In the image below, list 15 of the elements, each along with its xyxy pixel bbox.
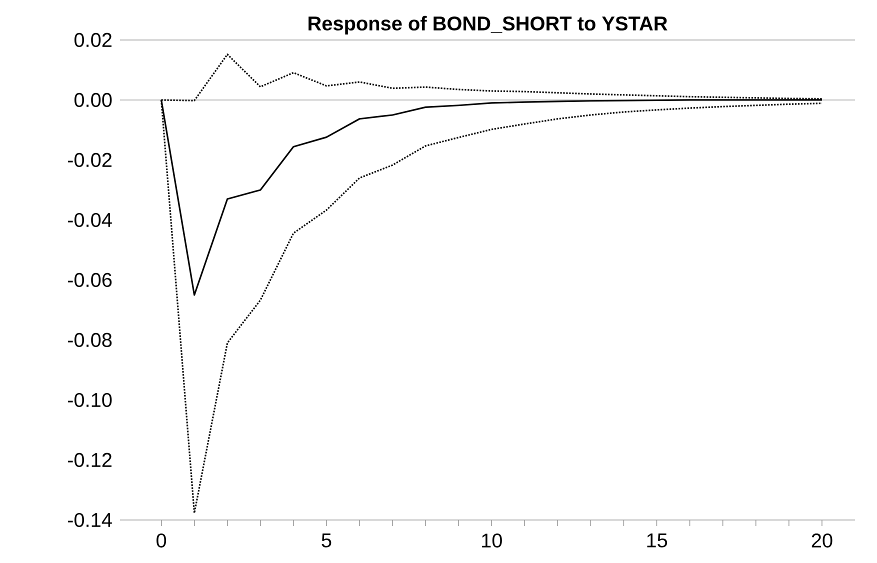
y-tick-label: -0.08 bbox=[68, 332, 112, 348]
y-tick-label: -0.02 bbox=[68, 152, 112, 168]
y-tick-label: -0.14 bbox=[68, 512, 112, 528]
y-tick-label: 0.00 bbox=[74, 92, 112, 108]
x-tick-label: 10 bbox=[482, 534, 502, 548]
chart-title: Response of BOND_SHORT to YSTAR bbox=[308, 16, 668, 34]
y-tick-label: 0.02 bbox=[74, 32, 112, 48]
y-tick-label: -0.06 bbox=[68, 272, 112, 288]
x-tick-label: 20 bbox=[812, 534, 832, 548]
x-tick-label: 15 bbox=[647, 534, 668, 548]
x-tick-label: 0 bbox=[156, 534, 166, 548]
y-tick-label: -0.04 bbox=[68, 212, 112, 228]
y-tick-label: -0.10 bbox=[68, 392, 112, 408]
y-tick-label: -0.12 bbox=[68, 452, 112, 468]
x-tick-label: 5 bbox=[322, 534, 332, 548]
